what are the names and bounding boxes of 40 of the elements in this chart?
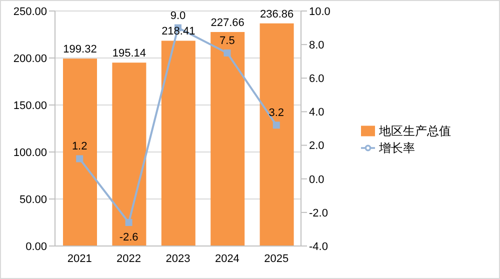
bar <box>260 23 294 246</box>
y2-tick-label: 6.0 <box>309 73 324 86</box>
point <box>76 155 84 162</box>
y-tick-label: 200.00 <box>13 52 47 65</box>
bar <box>63 58 97 246</box>
data-label: 227.66 <box>210 17 244 29</box>
y-tick-label: 150.00 <box>13 100 47 112</box>
point <box>224 49 231 56</box>
x-tick-label: 2025 <box>264 252 289 265</box>
data-label: 199.32 <box>63 44 97 56</box>
point <box>272 122 280 129</box>
data-label: -2.6 <box>119 232 138 244</box>
x-tick-label: 2021 <box>67 252 92 265</box>
data-label: 7.5 <box>220 34 235 47</box>
x-tick-label: 2022 <box>116 252 142 265</box>
bar <box>210 32 245 246</box>
x-tick-label: 2023 <box>166 252 190 265</box>
y2-tick-label: 0.0 <box>309 174 324 186</box>
x-tick-label: 2024 <box>214 252 240 265</box>
bar <box>161 40 196 246</box>
y2-tick-label: -4.0 <box>309 240 328 253</box>
y2-tick-label: 8.0 <box>309 39 324 52</box>
y-tick-label: 250.00 <box>13 6 47 18</box>
y2-tick-label: 10.0 <box>309 6 330 18</box>
legend-label: 增长率 <box>379 140 415 154</box>
data-label: 9.0 <box>170 10 186 22</box>
data-label: 1.2 <box>72 140 88 153</box>
y2-tick-label: 4.0 <box>309 106 324 119</box>
y-tick-label: 100.00 <box>13 146 47 159</box>
data-label: 218.41 <box>162 26 196 38</box>
y2-tick-label: 2.0 <box>309 140 324 152</box>
bar <box>112 62 146 246</box>
data-label: 195.14 <box>112 48 146 60</box>
y-tick-label: 0.00 <box>26 240 47 253</box>
y2-tick-label: -2.0 <box>309 207 328 220</box>
legend-label: 地区生产总值 <box>379 124 451 138</box>
data-label: 236.86 <box>260 8 294 20</box>
y-tick-label: 50.00 <box>19 194 47 206</box>
point <box>125 219 132 226</box>
data-label: 3.2 <box>268 107 284 120</box>
